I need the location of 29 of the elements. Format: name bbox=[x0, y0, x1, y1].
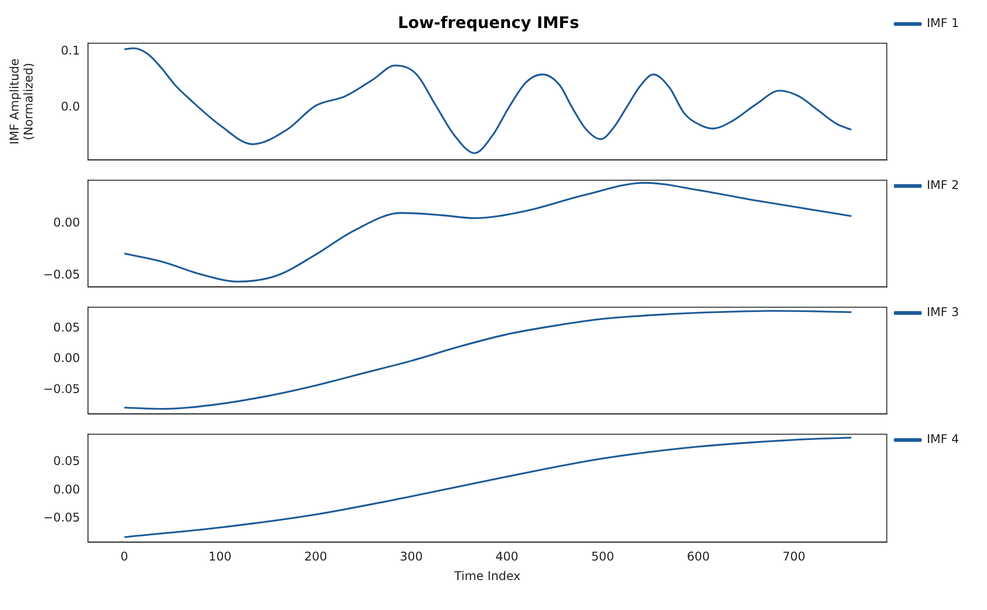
y-axis-title: IMF Amplitude (Normalized) bbox=[7, 58, 36, 145]
x-tick-label: 100 bbox=[208, 550, 232, 564]
line-series bbox=[123, 310, 852, 410]
legend-label: IMF 1 bbox=[926, 16, 960, 30]
y-tick-label: −0.05 bbox=[43, 510, 80, 525]
x-tick-label: 300 bbox=[400, 550, 423, 564]
line-series bbox=[123, 436, 852, 538]
y-tick-label: 0.0 bbox=[60, 99, 80, 114]
y-tick-label: 0.1 bbox=[60, 44, 80, 58]
chart-title: Low-frequency IMFs bbox=[398, 12, 580, 32]
y-tick-label: 0.00 bbox=[53, 351, 80, 366]
y-tick-label: 0.00 bbox=[53, 482, 80, 496]
x-axis-title: Time Index bbox=[453, 568, 520, 583]
x-tick-label: 700 bbox=[782, 550, 806, 564]
x-tick-label: 0 bbox=[120, 550, 128, 564]
legend-label: IMF 4 bbox=[926, 432, 960, 446]
x-tick-label: 500 bbox=[591, 550, 614, 564]
x-tick-label: 200 bbox=[304, 550, 328, 564]
y-tick-label: −0.05 bbox=[43, 267, 80, 282]
legend-label: IMF 2 bbox=[926, 178, 960, 192]
line-series bbox=[123, 47, 852, 154]
legend-label: IMF 3 bbox=[926, 305, 960, 320]
x-tick-label: 600 bbox=[686, 550, 710, 564]
y-tick-label: 0.00 bbox=[53, 215, 80, 230]
x-tick-label: 400 bbox=[496, 550, 518, 564]
y-tick-label: 0.05 bbox=[53, 454, 80, 468]
y-tick-label: 0.05 bbox=[53, 320, 80, 334]
line-series bbox=[123, 182, 852, 282]
y-tick-label: −0.05 bbox=[43, 382, 80, 396]
